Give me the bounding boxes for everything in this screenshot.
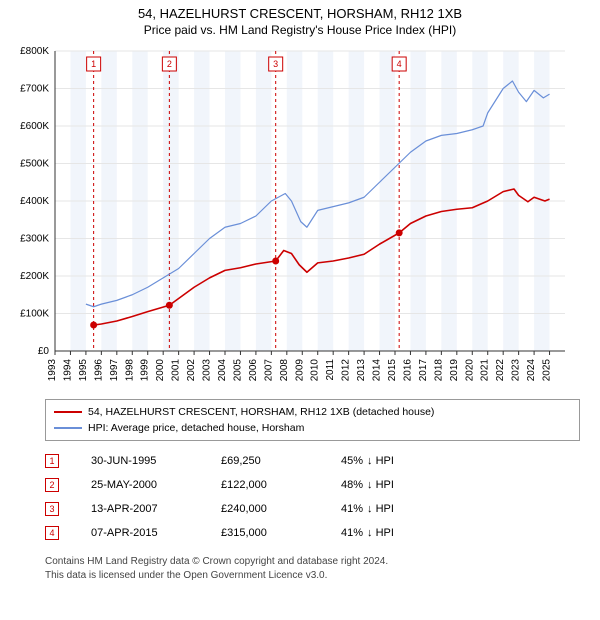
sale-date: 25-MAY-2000 (91, 479, 221, 491)
svg-text:£800K: £800K (20, 46, 49, 57)
svg-text:£500K: £500K (20, 159, 49, 170)
sales-row: 3 13-APR-2007£240,00041% ↓ HPI (45, 497, 580, 521)
legend-row-price: 54, HAZELHURST CRESCENT, HORSHAM, RH12 1… (54, 404, 571, 420)
svg-text:2025: 2025 (542, 359, 553, 382)
sale-date: 30-JUN-1995 (91, 455, 221, 467)
svg-text:2012: 2012 (341, 359, 352, 382)
svg-text:£300K: £300K (20, 234, 49, 245)
svg-text:2022: 2022 (495, 359, 506, 382)
svg-text:2: 2 (167, 59, 172, 69)
down-arrow-icon: ↓ HPI (367, 455, 394, 467)
down-arrow-icon: ↓ HPI (367, 479, 394, 491)
svg-text:2018: 2018 (433, 359, 444, 382)
sale-date: 07-APR-2015 (91, 527, 221, 539)
legend-label-price: 54, HAZELHURST CRESCENT, HORSHAM, RH12 1… (88, 406, 434, 418)
svg-text:2009: 2009 (294, 359, 305, 382)
legend-swatch-price (54, 411, 82, 413)
svg-text:2010: 2010 (310, 359, 321, 382)
sales-table: 1 30-JUN-1995£69,25045% ↓ HPI 2 25-MAY-2000… (45, 449, 580, 545)
svg-text:£0: £0 (38, 346, 50, 357)
svg-text:2021: 2021 (480, 359, 491, 382)
down-arrow-icon: ↓ HPI (367, 527, 394, 539)
svg-text:2016: 2016 (402, 359, 413, 382)
footer-attribution: Contains HM Land Registry data © Crown c… (45, 555, 580, 582)
sale-price: £315,000 (221, 527, 341, 539)
svg-text:1: 1 (91, 59, 96, 69)
sales-row: 1 30-JUN-1995£69,25045% ↓ HPI (45, 449, 580, 473)
svg-text:2019: 2019 (449, 359, 460, 382)
svg-text:£700K: £700K (20, 84, 49, 95)
svg-text:2003: 2003 (202, 359, 213, 382)
sales-row: 2 25-MAY-2000£122,00048% ↓ HPI (45, 473, 580, 497)
sale-date: 13-APR-2007 (91, 503, 221, 515)
sale-price: £69,250 (221, 455, 341, 467)
footer-line2: This data is licensed under the Open Gov… (45, 569, 580, 583)
legend-row-hpi: HPI: Average price, detached house, Hors… (54, 420, 571, 436)
sale-marker-icon: 3 (45, 502, 59, 516)
chart: £0 £100K £200K £300K £400K £500K £600K £700K £80… (10, 43, 590, 393)
svg-text:1999: 1999 (140, 359, 151, 382)
svg-text:2004: 2004 (217, 359, 228, 382)
sale-pct: 41% ↓ HPI (341, 503, 491, 515)
footer-line1: Contains HM Land Registry data © Crown c… (45, 555, 580, 569)
legend-swatch-hpi (54, 427, 82, 429)
svg-text:£400K: £400K (20, 196, 49, 207)
svg-text:1998: 1998 (124, 359, 135, 382)
sale-pct: 41% ↓ HPI (341, 527, 491, 539)
legend-label-hpi: HPI: Average price, detached house, Hors… (88, 422, 304, 434)
svg-text:2001: 2001 (171, 359, 182, 382)
svg-text:2005: 2005 (232, 359, 243, 382)
svg-text:2015: 2015 (387, 359, 398, 382)
sale-pct: 48% ↓ HPI (341, 479, 491, 491)
down-arrow-icon: ↓ HPI (367, 503, 394, 515)
svg-text:2002: 2002 (186, 359, 197, 382)
svg-text:1993: 1993 (47, 359, 58, 382)
svg-text:1996: 1996 (93, 359, 104, 382)
svg-text:2014: 2014 (372, 359, 383, 382)
svg-text:2013: 2013 (356, 359, 367, 382)
svg-text:2020: 2020 (464, 359, 475, 382)
svg-text:1994: 1994 (62, 359, 73, 382)
svg-text:£200K: £200K (20, 271, 49, 282)
svg-text:2023: 2023 (511, 359, 522, 382)
svg-text:2000: 2000 (155, 359, 166, 382)
sales-row: 4 07-APR-2015£315,00041% ↓ HPI (45, 521, 580, 545)
sale-price: £122,000 (221, 479, 341, 491)
svg-text:1995: 1995 (78, 359, 89, 382)
sale-marker-icon: 1 (45, 454, 59, 468)
svg-text:4: 4 (397, 59, 402, 69)
svg-text:2006: 2006 (248, 359, 259, 382)
svg-text:2024: 2024 (526, 359, 537, 382)
svg-text:£600K: £600K (20, 121, 49, 132)
legend: 54, HAZELHURST CRESCENT, HORSHAM, RH12 1… (45, 399, 580, 441)
svg-text:3: 3 (273, 59, 278, 69)
page-subtitle: Price paid vs. HM Land Registry's House … (4, 23, 596, 37)
svg-text:£100K: £100K (20, 309, 49, 320)
svg-text:2007: 2007 (263, 359, 274, 382)
svg-text:2011: 2011 (325, 359, 336, 381)
sale-marker-icon: 4 (45, 526, 59, 540)
sale-marker-icon: 2 (45, 478, 59, 492)
sale-pct: 45% ↓ HPI (341, 455, 491, 467)
chart-svg: £0 £100K £200K £300K £400K £500K £600K £700K £80… (10, 43, 590, 393)
svg-text:2008: 2008 (279, 359, 290, 382)
svg-text:2017: 2017 (418, 359, 429, 382)
page-title: 54, HAZELHURST CRESCENT, HORSHAM, RH12 1… (4, 6, 596, 21)
svg-text:1997: 1997 (109, 359, 120, 382)
sale-price: £240,000 (221, 503, 341, 515)
